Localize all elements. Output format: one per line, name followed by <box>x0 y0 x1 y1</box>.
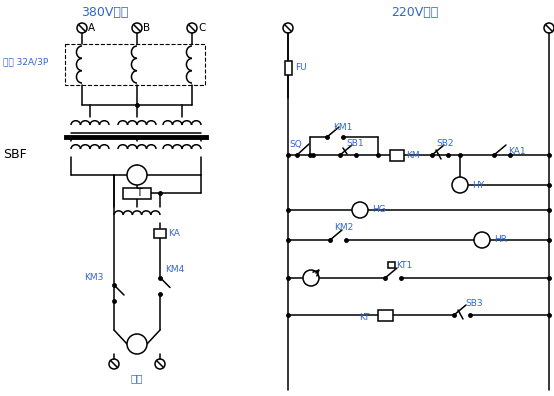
Text: KA1: KA1 <box>508 147 526 156</box>
Text: HG: HG <box>372 206 386 215</box>
Text: 电源 32A/3P: 电源 32A/3P <box>3 57 48 67</box>
Bar <box>123 187 151 198</box>
Bar <box>387 262 394 268</box>
Bar <box>285 61 291 75</box>
Text: SB3: SB3 <box>465 299 483 308</box>
Text: B: B <box>143 23 150 33</box>
Text: HR: HR <box>494 236 507 244</box>
Circle shape <box>127 334 147 354</box>
Text: PV: PV <box>131 339 142 348</box>
Bar <box>390 150 404 160</box>
Text: KM4: KM4 <box>165 265 184 274</box>
Text: T: T <box>136 188 142 198</box>
Text: A: A <box>88 23 95 33</box>
Text: 220V输入: 220V输入 <box>391 6 439 19</box>
Circle shape <box>474 232 490 248</box>
Text: KT: KT <box>359 314 370 322</box>
Circle shape <box>127 165 147 185</box>
Text: KM: KM <box>406 150 419 160</box>
Text: C: C <box>198 23 206 33</box>
Circle shape <box>352 202 368 218</box>
Text: PHz: PHz <box>131 172 143 178</box>
Text: FU: FU <box>295 63 306 72</box>
Bar <box>377 310 392 320</box>
Text: SB2: SB2 <box>436 139 454 147</box>
Text: KA: KA <box>168 228 180 238</box>
Bar <box>65 44 205 85</box>
Text: SQ: SQ <box>289 141 302 150</box>
Text: KM2: KM2 <box>334 223 353 232</box>
Text: 380V输入: 380V输入 <box>81 6 129 19</box>
Text: KM1: KM1 <box>333 122 352 131</box>
Text: KT1: KT1 <box>396 261 412 270</box>
Bar <box>154 228 166 238</box>
Text: KM3: KM3 <box>84 272 104 282</box>
Text: HY: HY <box>472 181 484 190</box>
Circle shape <box>303 270 319 286</box>
Text: SB1: SB1 <box>346 139 363 147</box>
Text: 输出: 输出 <box>131 373 143 383</box>
Text: SBF: SBF <box>3 148 27 162</box>
Circle shape <box>452 177 468 193</box>
